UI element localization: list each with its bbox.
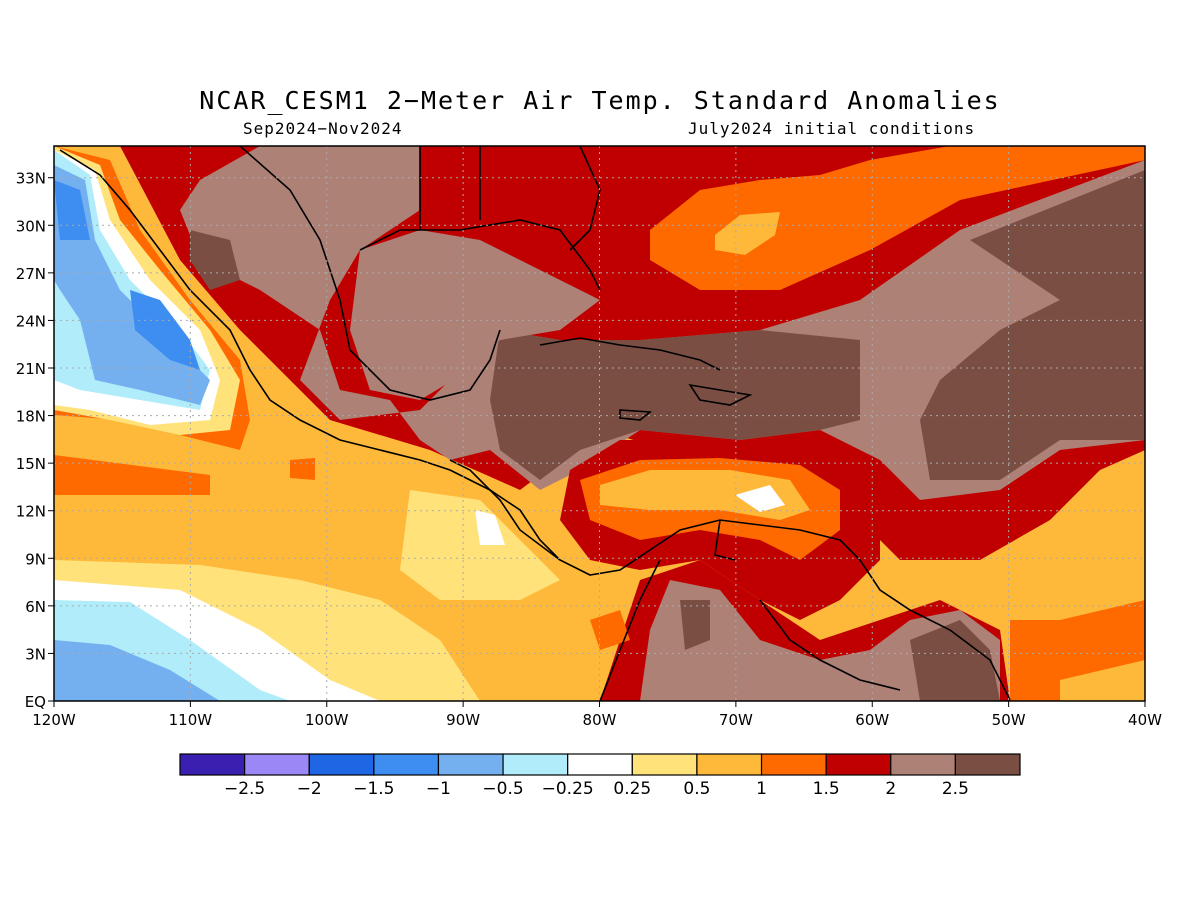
colorbar-label: 1.5	[813, 779, 840, 799]
field-spac-neg05	[54, 640, 220, 701]
colorbar-label: −2	[297, 779, 322, 799]
colorbar-swatch	[825, 753, 892, 776]
colorbar-swatch	[696, 753, 763, 776]
colorbar-label: 2	[885, 779, 896, 799]
field-sa-2-5	[640, 580, 1000, 701]
lon-tick-label: 110W	[169, 711, 213, 729]
colorbar: −2.5 −2 −1.5 −1 −0.5 −0.25 0.25 0.5 1 1.5 2 2.5	[179, 753, 1021, 799]
maracaibo	[714, 519, 736, 561]
field-epac-white	[475, 510, 505, 545]
colorbar-label: −2.5	[224, 779, 265, 799]
lat-axis: EQ 3N 6N 9N 12N 15N 18N 21N 24N 27N 30N 33N	[16, 170, 54, 711]
gulf-north-coast	[359, 219, 601, 291]
field-2-5	[180, 146, 1145, 500]
lon-tick-label: 90W	[446, 711, 480, 729]
colorbar-swatch	[631, 753, 698, 776]
cuba	[539, 337, 721, 371]
colombia-border	[599, 559, 661, 701]
colorbar-swatch	[244, 753, 310, 776]
field-colombia-pac	[480, 600, 600, 701]
colorbar-label: 1	[756, 779, 767, 799]
colorbar-swatch	[308, 753, 375, 776]
lat-tick-label: 24N	[16, 312, 46, 330]
field-sa-max-1	[680, 600, 710, 650]
lat-tick-label: 18N	[16, 408, 46, 426]
field-epac-1-5	[54, 455, 210, 495]
colorbar-swatch	[890, 753, 956, 776]
lat-tick-label: 15N	[16, 455, 46, 473]
lon-tick-label: 40W	[1128, 711, 1162, 729]
lat-tick-label: 21N	[16, 360, 46, 378]
us-borders	[419, 146, 481, 230]
colorbar-swatch	[373, 753, 440, 776]
field-gulf	[350, 230, 600, 400]
lon-tick-label: 70W	[719, 711, 753, 729]
lat-tick-label: 12N	[16, 503, 46, 521]
lat-tick-label: 30N	[16, 217, 46, 235]
colorbar-swatch	[179, 753, 246, 776]
lat-tick-label: 9N	[25, 550, 46, 568]
colorbar-label: 0.25	[613, 779, 651, 799]
hispaniola	[688, 383, 753, 406]
mexico-gulf-coast	[239, 146, 501, 401]
lat-tick-label: 27N	[16, 265, 46, 283]
lon-tick-label: 60W	[855, 711, 889, 729]
graticule	[54, 146, 1145, 701]
colorbar-swatch	[567, 753, 633, 776]
lat-tick-label: 3N	[25, 645, 46, 663]
lon-tick-label: 80W	[583, 711, 617, 729]
field-atlantic-max	[920, 170, 1145, 480]
field-pacific-neg1-a	[54, 180, 90, 240]
lon-tick-label: 120W	[32, 711, 76, 729]
coastlines	[59, 146, 1011, 701]
season-label: Sep2024−Nov2024	[243, 119, 403, 138]
colorbar-label: −0.25	[542, 779, 594, 799]
central-america-coast	[449, 459, 561, 561]
florida	[569, 146, 601, 251]
lat-tick-label: EQ	[25, 693, 46, 711]
lon-tick-label: 50W	[992, 711, 1026, 729]
field-atlantic-core	[715, 212, 780, 255]
chart-title: NCAR_CESM1 2−Meter Air Temp. Standard An…	[199, 86, 1001, 115]
field-sa-max-2	[910, 620, 1000, 701]
colorbar-label: −1	[426, 779, 451, 799]
lat-tick-label: 6N	[25, 598, 46, 616]
field-1-5-atlantic	[650, 146, 1145, 290]
field-pacific-neg1-b	[130, 290, 200, 370]
colorbar-label: 2.5	[942, 779, 969, 799]
field-mexico-max	[190, 230, 240, 290]
venezuela-border	[759, 599, 901, 691]
field-epac-spot	[290, 458, 315, 480]
colorbar-label: −0.5	[482, 779, 523, 799]
colorbar-swatch	[502, 753, 569, 776]
lon-tick-label: 100W	[305, 711, 349, 729]
field-south-core	[735, 485, 785, 512]
colorbar-swatch	[954, 753, 1021, 776]
pacific-caribbean-coast	[59, 149, 1011, 701]
lat-tick-label: 33N	[16, 170, 46, 188]
lon-axis: 120W 110W 100W 90W 80W 70W 60W 50W 40W	[32, 701, 1162, 729]
colorbar-label: −1.5	[353, 779, 394, 799]
field-sa-east-core	[1060, 660, 1145, 701]
init-conditions-label: July2024 initial conditions	[688, 119, 976, 138]
colorbar-label: 0.5	[683, 779, 710, 799]
colorbar-swatch	[437, 753, 504, 776]
colorbar-swatch	[760, 753, 827, 776]
